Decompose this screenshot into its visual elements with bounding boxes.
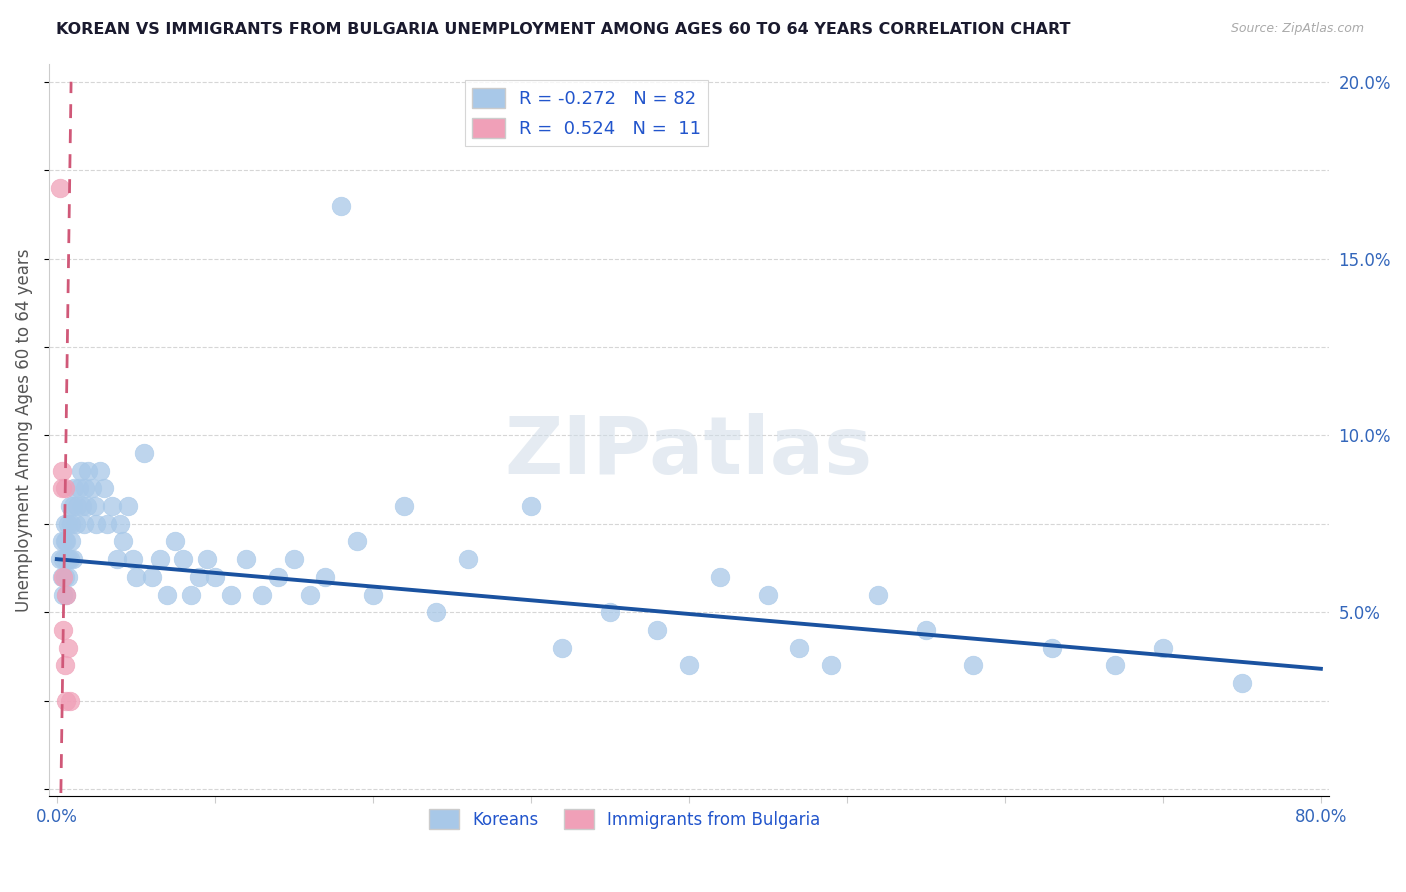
Point bbox=[56, 570, 79, 584]
Point bbox=[180, 587, 202, 601]
Point bbox=[69, 464, 91, 478]
Point bbox=[394, 499, 416, 513]
Point bbox=[49, 552, 72, 566]
Point bbox=[125, 570, 148, 584]
Point bbox=[76, 499, 98, 513]
Point bbox=[235, 552, 257, 566]
Point bbox=[132, 446, 155, 460]
Point bbox=[62, 552, 84, 566]
Point bbox=[58, 693, 80, 707]
Point bbox=[52, 570, 75, 584]
Point bbox=[58, 499, 80, 513]
Point bbox=[219, 587, 242, 601]
Point bbox=[1152, 640, 1174, 655]
Point bbox=[101, 499, 124, 513]
Point bbox=[330, 198, 353, 212]
Point bbox=[267, 570, 290, 584]
Point bbox=[70, 499, 93, 513]
Point bbox=[204, 570, 226, 584]
Point bbox=[67, 482, 90, 496]
Point bbox=[83, 499, 105, 513]
Point bbox=[141, 570, 163, 584]
Point bbox=[51, 482, 73, 496]
Point bbox=[80, 482, 103, 496]
Point bbox=[298, 587, 321, 601]
Point bbox=[645, 623, 668, 637]
Y-axis label: Unemployment Among Ages 60 to 64 years: Unemployment Among Ages 60 to 64 years bbox=[15, 248, 32, 612]
Point bbox=[962, 658, 984, 673]
Point bbox=[51, 570, 73, 584]
Point bbox=[52, 552, 75, 566]
Text: ZIPatlas: ZIPatlas bbox=[505, 413, 873, 491]
Point bbox=[148, 552, 170, 566]
Point bbox=[789, 640, 811, 655]
Point bbox=[361, 587, 384, 601]
Point bbox=[51, 464, 73, 478]
Point bbox=[172, 552, 194, 566]
Point bbox=[188, 570, 211, 584]
Point bbox=[165, 534, 187, 549]
Point bbox=[62, 499, 84, 513]
Point bbox=[93, 482, 115, 496]
Point bbox=[66, 499, 89, 513]
Point bbox=[105, 552, 128, 566]
Point bbox=[520, 499, 543, 513]
Legend: Koreans, Immigrants from Bulgaria: Koreans, Immigrants from Bulgaria bbox=[423, 803, 827, 835]
Point bbox=[53, 482, 76, 496]
Point bbox=[868, 587, 890, 601]
Point bbox=[55, 534, 77, 549]
Point bbox=[1104, 658, 1126, 673]
Text: KOREAN VS IMMIGRANTS FROM BULGARIA UNEMPLOYMENT AMONG AGES 60 TO 64 YEARS CORREL: KOREAN VS IMMIGRANTS FROM BULGARIA UNEMP… bbox=[56, 22, 1071, 37]
Point bbox=[52, 587, 75, 601]
Point bbox=[756, 587, 779, 601]
Point bbox=[283, 552, 305, 566]
Point bbox=[425, 605, 447, 619]
Point bbox=[52, 623, 75, 637]
Point bbox=[252, 587, 274, 601]
Text: Source: ZipAtlas.com: Source: ZipAtlas.com bbox=[1230, 22, 1364, 36]
Point bbox=[53, 658, 76, 673]
Point bbox=[53, 534, 76, 549]
Point bbox=[49, 181, 72, 195]
Point bbox=[63, 482, 86, 496]
Point bbox=[195, 552, 218, 566]
Point bbox=[56, 552, 79, 566]
Point bbox=[58, 552, 80, 566]
Point bbox=[599, 605, 621, 619]
Point bbox=[709, 570, 731, 584]
Point bbox=[915, 623, 938, 637]
Point bbox=[86, 516, 108, 531]
Point bbox=[60, 534, 83, 549]
Point bbox=[60, 516, 83, 531]
Point bbox=[678, 658, 700, 673]
Point bbox=[156, 587, 179, 601]
Point bbox=[1040, 640, 1063, 655]
Point bbox=[108, 516, 131, 531]
Point bbox=[346, 534, 368, 549]
Point bbox=[56, 640, 79, 655]
Point bbox=[1230, 676, 1253, 690]
Point bbox=[51, 534, 73, 549]
Point bbox=[56, 516, 79, 531]
Point bbox=[89, 464, 111, 478]
Point bbox=[77, 464, 100, 478]
Point bbox=[457, 552, 479, 566]
Point bbox=[55, 587, 77, 601]
Point bbox=[55, 587, 77, 601]
Point bbox=[551, 640, 574, 655]
Point bbox=[75, 482, 97, 496]
Point bbox=[112, 534, 135, 549]
Point bbox=[55, 552, 77, 566]
Point bbox=[73, 516, 96, 531]
Point bbox=[820, 658, 842, 673]
Point bbox=[314, 570, 336, 584]
Point bbox=[53, 516, 76, 531]
Point bbox=[53, 570, 76, 584]
Point bbox=[65, 516, 87, 531]
Point bbox=[96, 516, 118, 531]
Point bbox=[117, 499, 139, 513]
Point bbox=[121, 552, 143, 566]
Point bbox=[55, 693, 77, 707]
